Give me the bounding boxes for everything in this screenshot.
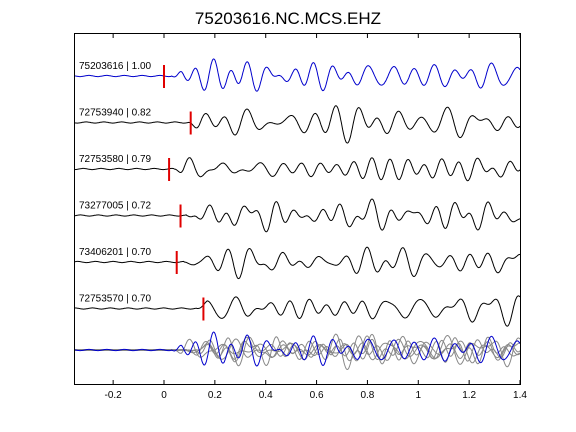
x-axis: -0.2 0 0.2 0.4 0.6 0.8 1 1.2 1.4 bbox=[105, 34, 527, 401]
waveform-trace bbox=[74, 157, 521, 182]
x-tick-label: 0.8 bbox=[360, 390, 374, 401]
trace-label: 72753940 | 0.82 bbox=[79, 108, 152, 119]
axes-frame bbox=[74, 33, 521, 385]
trace-label: 73406201 | 0.70 bbox=[79, 247, 152, 258]
trace-label: 72753570 | 0.70 bbox=[79, 294, 152, 305]
trace-label: 72753580 | 0.79 bbox=[79, 154, 152, 165]
trace-label: 75203616 | 1.00 bbox=[79, 61, 152, 72]
trace-label: 73277005 | 0.72 bbox=[79, 201, 152, 212]
chart-title: 75203616.NC.MCS.EHZ bbox=[195, 9, 381, 28]
x-tick-label: 1.2 bbox=[462, 390, 476, 401]
x-tick-label: 1 bbox=[416, 390, 422, 401]
waveform-trace bbox=[74, 198, 521, 233]
waveform-trace bbox=[74, 246, 521, 280]
x-tick-label: -0.2 bbox=[105, 390, 123, 401]
waveform-trace bbox=[74, 58, 521, 92]
waveform-trace bbox=[74, 105, 521, 144]
x-tick-label: 0.6 bbox=[310, 390, 324, 401]
x-tick-label: 1.4 bbox=[513, 390, 527, 401]
x-tick-label: 0 bbox=[161, 390, 167, 401]
waveform-trace bbox=[74, 295, 521, 327]
x-tick-label: 0.2 bbox=[208, 390, 222, 401]
x-tick-label: 0.4 bbox=[259, 390, 273, 401]
plot-area: 75203616 | 1.00 72753940 | 0.82 72753580 |… bbox=[74, 58, 521, 370]
overlay-trace bbox=[75, 337, 521, 368]
overlay-master-trace bbox=[74, 331, 521, 367]
